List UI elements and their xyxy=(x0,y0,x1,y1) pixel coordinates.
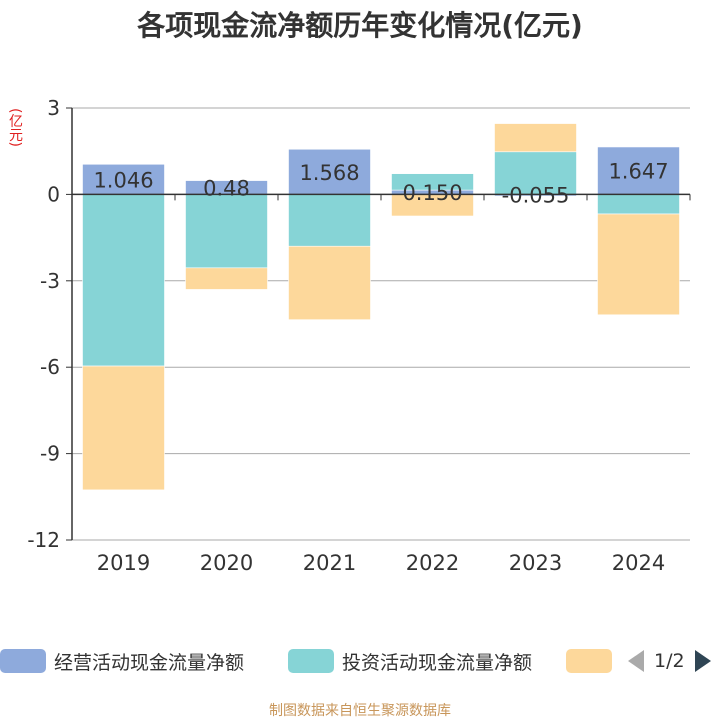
data-label: 1.647 xyxy=(608,160,668,184)
x-tick-label: 2024 xyxy=(612,551,665,575)
next-page-icon[interactable] xyxy=(694,650,711,672)
legend-item-financing[interactable] xyxy=(566,648,620,674)
y-tick-label: -3 xyxy=(40,269,60,293)
bar-segment-series-2 xyxy=(185,267,268,290)
data-label: 1.046 xyxy=(93,168,153,192)
legend-label-operating: 经营活动现金流量净额 xyxy=(54,651,245,674)
grid-lines xyxy=(72,107,690,541)
source-note: 制图数据来自恒生聚源数据库 xyxy=(269,703,451,719)
legend-item-operating[interactable]: 经营活动现金流量净额 xyxy=(0,648,244,674)
bar-segment-series-1 xyxy=(391,173,474,191)
bar-segment-series-1 xyxy=(494,151,577,195)
y-tick-label: 3 xyxy=(47,96,60,120)
legend-pager: 1/2 xyxy=(628,648,711,674)
x-tick-label: 2022 xyxy=(406,551,459,575)
x-tick-label: 2021 xyxy=(303,551,356,575)
bar-segment-series-1 xyxy=(185,194,268,269)
x-tick-label: 2023 xyxy=(509,551,562,575)
legend-swatch-operating xyxy=(0,649,46,673)
axes: 3 0 -3 -6 -9 -12 2019 2020 2021 2022 2023 2024 xyxy=(27,96,691,575)
y-tick-label: -6 xyxy=(40,355,60,379)
legend-page-indicator: 1/2 xyxy=(654,650,685,672)
chart-title: 各项现金流净额历年变化情况(亿元) xyxy=(137,9,583,42)
bar-segment-series-0 xyxy=(288,148,371,195)
x-tick-label: 2020 xyxy=(200,551,253,575)
bar-segment-series-2 xyxy=(82,365,165,491)
legend-item-investing[interactable]: 投资活动现金流量净额 xyxy=(288,648,532,674)
legend: 经营活动现金流量净额 投资活动现金流量净额 1/2 xyxy=(0,640,720,684)
bar-segment-series-1 xyxy=(288,194,371,247)
legend-swatch-investing xyxy=(288,649,334,673)
x-tick-label: 2019 xyxy=(97,551,150,575)
data-label: 0.150 xyxy=(402,181,462,205)
data-label: 1.568 xyxy=(299,161,359,185)
bar-segment-series-0 xyxy=(597,146,680,195)
y-axis-unit-label: (亿元) xyxy=(7,108,23,147)
bar-series xyxy=(82,123,680,491)
data-labels: 1.046 0.48 1.568 0.150 -0.055 1.647 xyxy=(93,160,668,208)
bar-segment-series-1 xyxy=(597,194,680,215)
legend-label-investing: 投资活动现金流量净额 xyxy=(342,651,533,674)
bar-segment-series-2 xyxy=(288,245,371,320)
y-tick-label: -9 xyxy=(40,442,60,466)
bar-segment-series-2 xyxy=(597,213,680,316)
data-label: 0.48 xyxy=(203,176,250,200)
bar-segment-series-2 xyxy=(494,123,577,153)
bar-segment-series-1 xyxy=(82,194,165,367)
previous-page-icon[interactable] xyxy=(628,650,644,672)
data-label: -0.055 xyxy=(502,183,570,207)
legend-swatch-financing xyxy=(566,649,612,673)
y-tick-label: 0 xyxy=(47,182,60,206)
y-tick-label: -12 xyxy=(27,528,60,552)
